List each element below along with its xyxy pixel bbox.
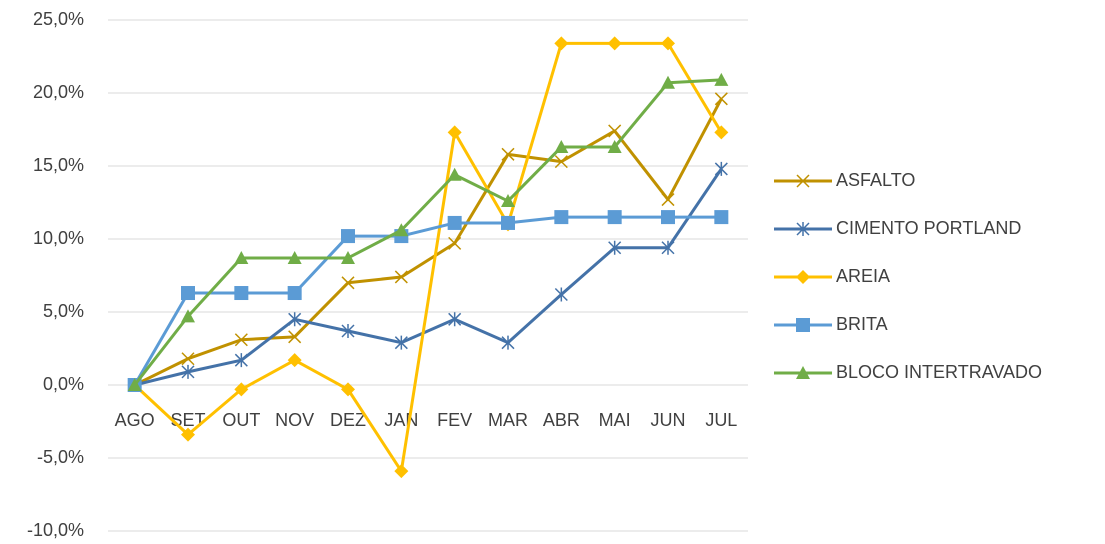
marker — [607, 140, 622, 154]
marker — [288, 330, 302, 344]
marker — [127, 378, 142, 391]
legend-marker — [796, 174, 810, 188]
x-tick-label: MAR — [488, 410, 528, 430]
series-line — [133, 215, 722, 386]
marker — [394, 335, 408, 350]
x-tick-label: JAN — [384, 410, 418, 430]
marker — [394, 223, 409, 237]
marker — [447, 167, 462, 181]
y-tick-label: -5,0% — [37, 447, 84, 467]
legend-marker — [796, 222, 810, 236]
legend-marker — [796, 366, 810, 379]
y-tick-label: 15,0% — [33, 155, 84, 175]
marker — [661, 240, 675, 255]
x-tick-label: ABR — [543, 410, 580, 430]
marker — [234, 353, 248, 368]
marker — [607, 36, 622, 51]
x-tick-label: SET — [170, 410, 205, 430]
marker — [394, 270, 408, 284]
marker — [501, 335, 515, 350]
legend-marker — [796, 318, 810, 332]
legend-label: BLOCO INTERTRAVADO — [836, 362, 1042, 382]
marker — [341, 229, 355, 244]
marker — [447, 215, 462, 230]
x-tick-label: JUL — [705, 410, 737, 430]
series-line — [134, 98, 723, 387]
series-line — [134, 168, 723, 387]
series-line — [133, 78, 722, 386]
marker — [501, 147, 515, 161]
marker — [714, 92, 728, 106]
marker — [608, 124, 622, 138]
series-line — [133, 41, 723, 473]
marker — [234, 382, 249, 397]
y-tick-label: 25,0% — [33, 9, 84, 29]
marker — [341, 276, 355, 290]
x-tick-label: OUT — [222, 410, 260, 430]
legend-marker — [796, 270, 810, 284]
y-tick-label: 10,0% — [33, 228, 84, 248]
y-tick-label: 0,0% — [43, 374, 84, 394]
marker — [234, 333, 248, 347]
marker — [608, 240, 622, 255]
marker — [554, 140, 569, 154]
y-tick-label: 20,0% — [33, 82, 84, 102]
marker — [181, 364, 195, 379]
marker — [607, 210, 622, 225]
x-tick-label: DEZ — [330, 410, 366, 430]
marker — [661, 210, 675, 225]
legend-label: AREIA — [836, 266, 890, 286]
marker — [714, 210, 729, 225]
marker — [501, 194, 515, 208]
marker — [234, 250, 249, 264]
marker — [234, 286, 249, 301]
marker — [714, 161, 728, 176]
x-tick-label: JUN — [651, 410, 686, 430]
y-tick-label: 5,0% — [43, 301, 84, 321]
legend-label: BRITA — [836, 314, 888, 334]
x-tick-label: NOV — [275, 410, 314, 430]
x-tick-label: MAI — [599, 410, 631, 430]
marker — [448, 236, 462, 250]
marker — [341, 250, 355, 264]
legend-label: CIMENTO PORTLAND — [836, 218, 1021, 238]
marker — [448, 312, 462, 327]
marker — [554, 210, 569, 225]
y-tick-label: -10,0% — [27, 520, 84, 540]
marker — [341, 382, 355, 397]
legend-label: ASFALTO — [836, 170, 915, 190]
marker — [287, 250, 302, 264]
marker — [287, 353, 302, 368]
marker — [714, 125, 729, 140]
marker — [554, 155, 568, 169]
marker — [714, 72, 729, 86]
marker — [181, 352, 195, 366]
marker — [661, 193, 675, 207]
marker — [181, 427, 195, 442]
x-tick-label: FEV — [437, 410, 472, 430]
marker — [181, 309, 195, 323]
marker — [554, 36, 569, 51]
marker — [181, 286, 195, 301]
marker — [661, 75, 675, 89]
marker — [341, 323, 355, 338]
marker — [661, 36, 675, 51]
marker — [288, 312, 302, 327]
marker — [501, 215, 515, 230]
marker — [554, 287, 568, 302]
marker — [287, 286, 302, 301]
x-tick-label: AGO — [115, 410, 155, 430]
marker — [447, 125, 462, 140]
marker — [394, 464, 409, 479]
